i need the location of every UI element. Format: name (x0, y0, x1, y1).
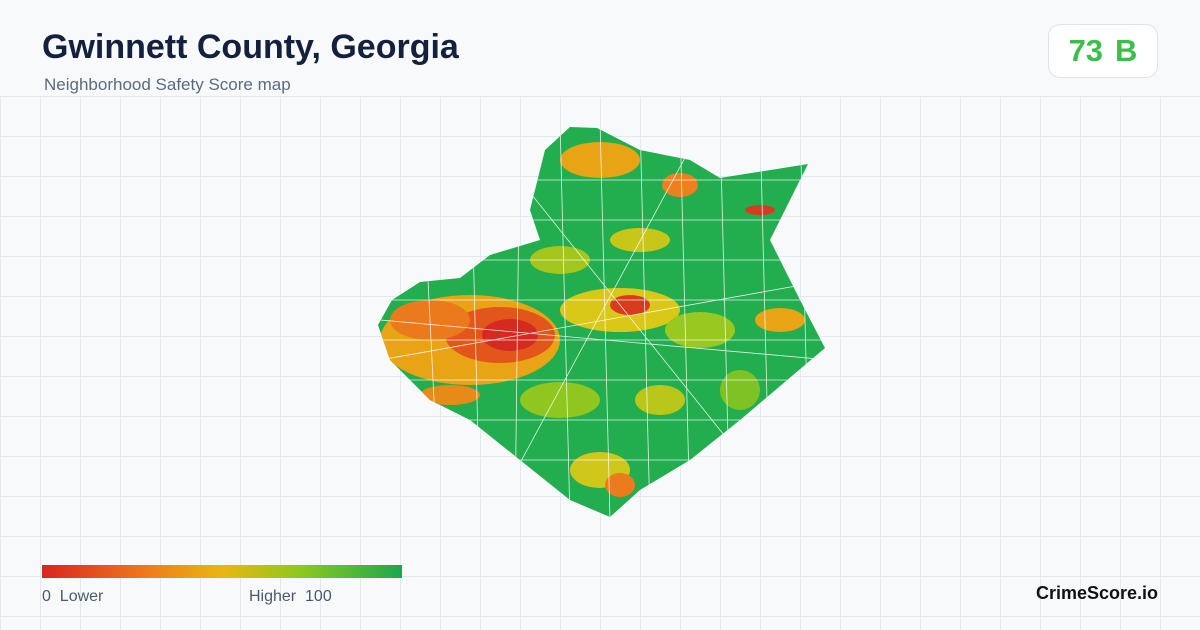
score-grade: B (1115, 33, 1138, 68)
legend-max-label: Higher (249, 588, 297, 605)
legend-min: 0 (42, 588, 51, 605)
legend-gradient (42, 565, 402, 578)
legend-low: 0 Lower (42, 588, 103, 606)
legend-max: 100 (305, 588, 332, 605)
score-badge: 73 B (1048, 24, 1158, 78)
score-value: 73 (1068, 33, 1104, 68)
legend-high: Higher 100 (249, 588, 332, 606)
legend-min-label: Lower (59, 588, 104, 605)
title: Gwinnett County, Georgia (42, 28, 459, 66)
tracts (378, 127, 825, 517)
subtitle: Neighborhood Safety Score map (44, 75, 291, 94)
brand: CrimeScore.io (1035, 583, 1158, 603)
